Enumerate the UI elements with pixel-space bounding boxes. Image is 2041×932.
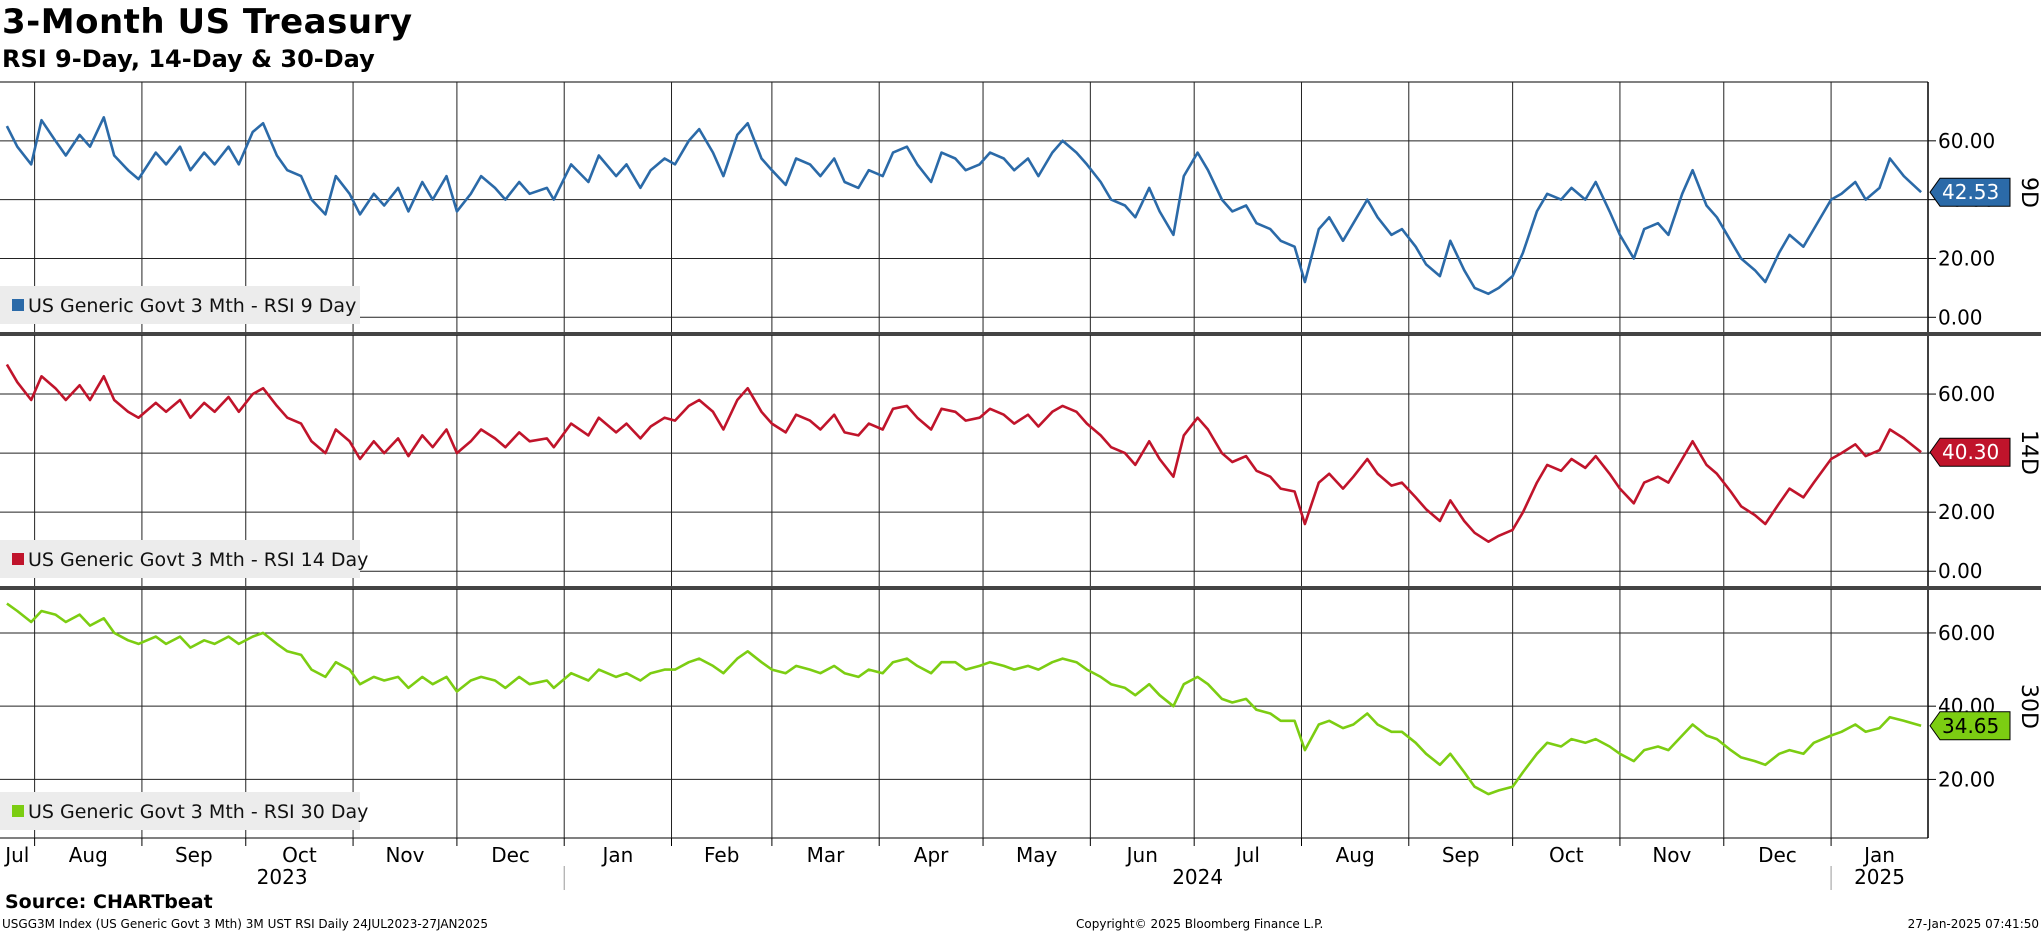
legend-box (0, 540, 360, 578)
panel-side-label: 30D (2016, 684, 2041, 729)
y-tick-label: 0.00 (1938, 559, 1983, 583)
x-month-label: Jun (1125, 843, 1158, 867)
x-month-label: Sep (175, 843, 213, 867)
x-month-label: Oct (1549, 843, 1584, 867)
y-tick-label: 0.00 (1938, 305, 1983, 329)
last-value-label: 42.53 (1942, 180, 1999, 204)
legend-label: US Generic Govt 3 Mth - RSI 30 Day (28, 801, 368, 823)
legend-box (0, 792, 360, 830)
x-month-label: Jul (3, 843, 29, 867)
x-month-label: Oct (282, 843, 317, 867)
x-month-label: Nov (1652, 843, 1691, 867)
y-tick-label: 20.00 (1938, 246, 1995, 270)
last-value-tag (1929, 177, 2011, 207)
legend-swatch (12, 805, 24, 817)
y-tick-label: 60.00 (1938, 382, 1995, 406)
panel-separator (0, 586, 2041, 590)
x-month-label: Dec (1758, 843, 1797, 867)
chart-subtitle: RSI 9-Day, 14-Day & 30-Day (2, 45, 375, 73)
y-tick-label: 60.00 (1938, 129, 1995, 153)
last-value-tag (1929, 711, 2011, 741)
timestamp: 27-Jan-2025 07:41:50 (1907, 917, 2039, 931)
x-month-label: May (1016, 843, 1058, 867)
series-line-14d (5, 363, 1922, 544)
x-year-label: 2024 (1172, 865, 1223, 889)
x-month-label: Sep (1442, 843, 1480, 867)
last-value-label: 34.65 (1942, 714, 1999, 738)
legend-box (0, 286, 360, 324)
chart-title: 3-Month US Treasury (2, 2, 413, 42)
x-month-label: Nov (385, 843, 424, 867)
panel-separator (0, 332, 2041, 336)
y-tick-label: 20.00 (1938, 767, 1995, 791)
panel-side-label: 14D (2016, 430, 2041, 475)
series-line-30d (6, 602, 1922, 796)
x-month-label: Aug (69, 843, 108, 867)
x-month-label: Apr (914, 843, 949, 867)
series-line-9d (5, 116, 1922, 296)
source-label: Source: CHARTbeat (5, 891, 213, 913)
panel-side-label: 9D (2016, 177, 2041, 208)
legend-label: US Generic Govt 3 Mth - RSI 9 Day (28, 295, 356, 317)
legend-label: US Generic Govt 3 Mth - RSI 14 Day (28, 549, 368, 571)
legend-swatch (12, 553, 24, 565)
x-year-label: 2023 (257, 865, 308, 889)
x-month-label: Feb (704, 843, 739, 867)
x-month-label: Dec (491, 843, 530, 867)
x-month-label: Jan (1862, 843, 1895, 867)
x-month-label: Aug (1336, 843, 1375, 867)
legend-swatch (12, 299, 24, 311)
last-value-label: 40.30 (1942, 440, 1999, 464)
last-value-tag (1929, 437, 2011, 467)
x-month-label: Jul (1234, 843, 1260, 867)
y-tick-label: 60.00 (1938, 621, 1995, 645)
x-month-label: Jan (600, 843, 633, 867)
x-month-label: Mar (807, 843, 846, 867)
y-tick-label: 20.00 (1938, 500, 1995, 524)
x-year-label: 2025 (1854, 865, 1905, 889)
ticker-info: USGG3M Index (US Generic Govt 3 Mth) 3M … (2, 917, 489, 931)
copyright: Copyright© 2025 Bloomberg Finance L.P. (1076, 917, 1324, 931)
